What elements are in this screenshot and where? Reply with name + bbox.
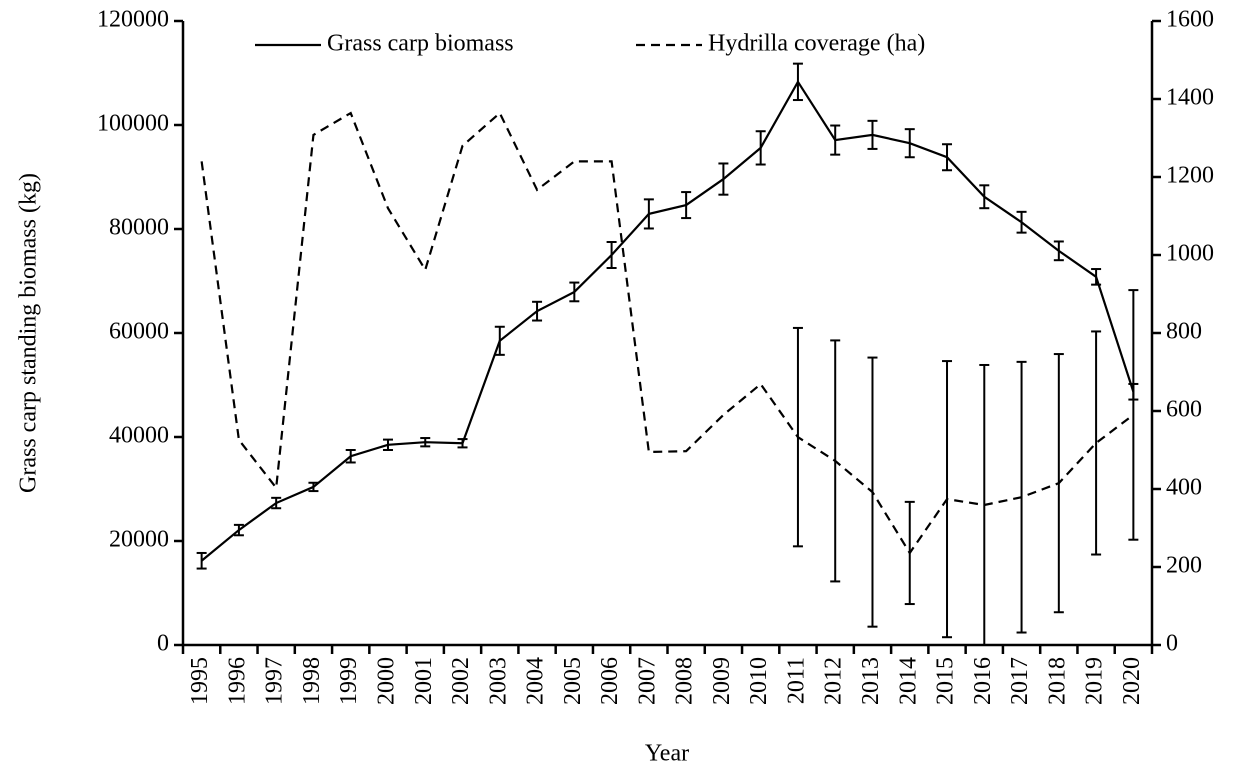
y2-tick-label: 400 <box>1166 475 1202 501</box>
x-tick-label: 2013 <box>858 657 884 705</box>
x-tick-label: 2014 <box>895 657 921 705</box>
error-bar <box>196 551 207 570</box>
y2-tick-label: 600 <box>1166 397 1202 423</box>
x-tick-label: 2011 <box>783 657 809 704</box>
y-tick-label: 20000 <box>109 527 169 553</box>
y-tick-label: 120000 <box>97 7 169 33</box>
y-axis-label: Grass carp standing biomass (kg) <box>16 173 42 493</box>
error-bar <box>830 124 841 156</box>
y2-tick-label: 1000 <box>1166 241 1214 267</box>
error-bar <box>979 363 990 646</box>
x-tick-label: 1997 <box>262 657 288 705</box>
y2-tick-label: 800 <box>1166 319 1202 345</box>
error-bar <box>606 241 617 269</box>
x-tick-label: 2008 <box>672 657 698 705</box>
error-bar <box>792 326 803 548</box>
y2-tick-label: 1600 <box>1166 7 1214 33</box>
x-tick-label: 2000 <box>373 657 399 705</box>
error-bar <box>1053 240 1064 262</box>
error-bar <box>942 143 953 172</box>
x-tick-label: 1995 <box>187 657 213 705</box>
error-bar <box>271 496 282 510</box>
x-tick-label: 2009 <box>709 657 735 705</box>
y-tick-label: 40000 <box>109 423 169 449</box>
error-bar <box>1091 268 1102 286</box>
y2-tick-label: 0 <box>1166 631 1178 657</box>
x-tick-label: 1998 <box>299 657 325 705</box>
error-bar <box>457 438 468 449</box>
error-bar <box>904 500 915 606</box>
error-bar <box>420 437 431 448</box>
x-tick-label: 2018 <box>1044 657 1070 705</box>
error-bar <box>979 184 990 210</box>
x-tick-label: 2007 <box>634 657 660 705</box>
error-bar <box>792 62 803 102</box>
y-tick-label: 0 <box>157 631 169 657</box>
x-tick-label: 2001 <box>411 657 437 705</box>
error-bar <box>830 339 841 583</box>
error-bar <box>867 356 878 628</box>
x-tick-label: 2004 <box>523 657 549 705</box>
x-tick-label: 2017 <box>1007 657 1033 705</box>
x-tick-label: 2006 <box>597 657 623 705</box>
error-bar <box>1053 353 1064 614</box>
error-bar <box>867 119 878 150</box>
series-line <box>200 79 1135 562</box>
error-bar <box>1091 330 1102 556</box>
y2-tick-label: 1200 <box>1166 163 1214 189</box>
error-bar <box>1016 210 1027 234</box>
y2-tick-label: 200 <box>1166 553 1202 579</box>
error-bar <box>643 198 654 230</box>
error-bar <box>308 481 319 493</box>
x-tick-label: 2012 <box>821 657 847 705</box>
legend-label: Grass carp biomass <box>327 31 514 57</box>
error-bar <box>532 300 543 322</box>
y2-tick-label: 1400 <box>1166 85 1214 111</box>
legend-label: Hydrilla coverage (ha) <box>708 31 925 57</box>
error-bar <box>382 438 393 451</box>
x-tick-label: 2002 <box>448 657 474 705</box>
x-tick-label: 2010 <box>746 657 772 705</box>
error-bar <box>942 360 953 639</box>
error-bar <box>681 191 692 220</box>
x-tick-label: 2019 <box>1082 657 1108 705</box>
error-bar <box>1016 360 1027 634</box>
x-tick-label: 1999 <box>336 657 362 705</box>
y-tick-label: 60000 <box>109 319 169 345</box>
x-axis-label: Year <box>645 741 689 767</box>
error-bar <box>755 130 766 166</box>
error-bar <box>1128 289 1139 541</box>
y-tick-label: 100000 <box>97 111 169 137</box>
x-tick-label: 2015 <box>933 657 959 705</box>
x-tick-label: 2005 <box>560 657 586 705</box>
error-bar <box>345 449 356 464</box>
error-bar <box>233 523 244 537</box>
x-tick-label: 2003 <box>485 657 511 705</box>
error-bar <box>569 281 580 303</box>
error-bar <box>904 128 915 159</box>
x-tick-label: 2016 <box>970 657 996 705</box>
y-tick-label: 80000 <box>109 215 169 241</box>
error-bar <box>494 325 505 356</box>
series-line <box>200 111 1135 555</box>
x-tick-label: 2020 <box>1119 657 1145 705</box>
error-bar <box>718 162 729 196</box>
x-tick-label: 1996 <box>224 657 250 705</box>
